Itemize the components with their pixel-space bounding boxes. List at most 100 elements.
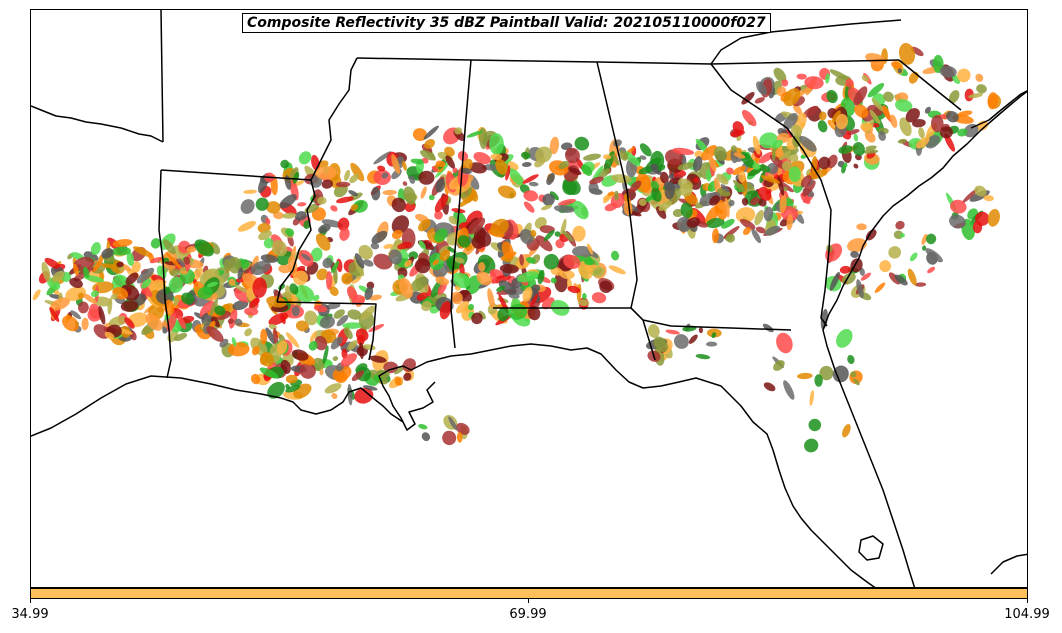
reflectivity-blob — [797, 372, 813, 380]
reflectivity-blob — [963, 123, 979, 138]
reflectivity-blob — [276, 340, 288, 355]
reflectivity-blob — [77, 292, 85, 300]
reflectivity-blob — [536, 235, 553, 252]
delta-coastline — [406, 381, 436, 431]
reflectivity-blob — [322, 257, 333, 269]
reflectivity-blob — [861, 75, 869, 82]
reflectivity-blob — [543, 230, 555, 242]
reflectivity-blob — [836, 328, 853, 348]
reflectivity-blob — [136, 267, 155, 284]
reflectivity-blob — [455, 300, 470, 314]
reflectivity-blob — [754, 97, 765, 104]
reflectivity-blob — [790, 124, 803, 137]
reflectivity-blob — [853, 86, 868, 106]
reflectivity-blob — [452, 272, 471, 289]
reflectivity-blob — [444, 146, 455, 157]
reflectivity-blob — [550, 277, 557, 284]
reflectivity-blob — [303, 220, 311, 230]
arkansas-river-border — [310, 57, 358, 181]
reflectivity-blob — [73, 263, 79, 276]
reflectivity-blob — [669, 177, 681, 185]
lake-okeechobee — [858, 535, 884, 561]
reflectivity-blob — [907, 268, 917, 286]
tennessee-south-border — [356, 57, 900, 65]
reflectivity-blob — [777, 176, 785, 196]
reflectivity-blob — [412, 128, 428, 142]
florida-panhandle-inlet — [642, 319, 656, 361]
reflectivity-blob — [537, 269, 545, 285]
reflectivity-blob — [98, 305, 106, 325]
reflectivity-blob — [772, 139, 783, 149]
reflectivity-blob — [530, 229, 537, 237]
colorbar-tick-mark-left — [30, 599, 31, 603]
reflectivity-blob — [796, 73, 807, 80]
reflectivity-blob — [909, 252, 918, 262]
reflectivity-blob — [435, 276, 449, 286]
reflectivity-blob — [292, 270, 309, 286]
reflectivity-blob — [592, 266, 605, 278]
reflectivity-blob — [382, 189, 397, 196]
reflectivity-blob — [66, 318, 76, 331]
reflectivity-blob — [758, 164, 771, 173]
reflectivity-blob — [811, 156, 818, 173]
reflectivity-blob — [897, 68, 903, 74]
reflectivity-blob — [183, 256, 191, 265]
reflectivity-blob — [457, 235, 471, 248]
reflectivity-blob — [802, 180, 816, 197]
reflectivity-blob — [233, 284, 250, 294]
reflectivity-blob — [166, 252, 182, 269]
arkansas-louisiana-border — [160, 169, 312, 181]
reflectivity-blob — [864, 130, 876, 143]
reflectivity-blob — [604, 168, 611, 175]
reflectivity-blob — [258, 230, 272, 241]
reflectivity-blob — [250, 373, 261, 385]
reflectivity-blob — [862, 149, 879, 154]
reflectivity-blob — [829, 271, 840, 291]
reflectivity-blob — [565, 147, 580, 164]
reflectivity-blob — [410, 276, 428, 292]
reflectivity-blob — [309, 331, 317, 343]
reflectivity-blob — [835, 113, 849, 130]
map-panel — [30, 9, 1028, 588]
reflectivity-blob — [635, 173, 651, 193]
reflectivity-blob — [308, 340, 318, 351]
reflectivity-blob — [428, 194, 435, 201]
reflectivity-blob — [410, 158, 424, 165]
reflectivity-blob — [558, 160, 570, 170]
reflectivity-blob — [325, 302, 341, 310]
reflectivity-blob — [549, 191, 559, 201]
colorbar-tick-left: 34.99 — [11, 607, 49, 622]
reflectivity-blob — [578, 299, 590, 307]
reflectivity-blob — [550, 267, 563, 276]
reflectivity-blob — [336, 196, 354, 204]
reflectivity-blob — [543, 253, 559, 270]
reflectivity-blob — [693, 156, 703, 172]
reflectivity-blob — [975, 73, 984, 82]
reflectivity-blob — [125, 272, 139, 285]
oklahoma-texas-border — [31, 105, 164, 143]
reflectivity-blob — [519, 254, 524, 266]
reflectivity-blob — [673, 334, 689, 349]
reflectivity-blob — [894, 274, 908, 286]
reflectivity-blob — [574, 136, 590, 151]
reflectivity-blob — [234, 318, 243, 326]
reflectivity-blob — [383, 243, 394, 249]
reflectivity-blob — [603, 154, 612, 160]
reflectivity-blob — [639, 143, 652, 157]
reflectivity-blob — [686, 217, 701, 228]
reflectivity-blob — [711, 332, 717, 339]
reflectivity-blob — [523, 190, 539, 202]
reflectivity-blob — [542, 193, 555, 206]
reflectivity-blob — [340, 353, 358, 367]
reflectivity-blob — [776, 332, 793, 354]
reflectivity-blob — [104, 331, 115, 340]
reflectivity-blob — [817, 120, 828, 133]
reflectivity-blob — [957, 68, 971, 83]
reflectivity-blob — [391, 215, 410, 234]
reflectivity-blob — [260, 254, 279, 263]
reflectivity-blob — [32, 289, 41, 301]
reflectivity-blob — [773, 360, 785, 371]
reflectivity-blob — [754, 209, 764, 226]
reflectivity-blob — [442, 430, 457, 446]
louisiana-mississippi-border — [276, 301, 377, 361]
